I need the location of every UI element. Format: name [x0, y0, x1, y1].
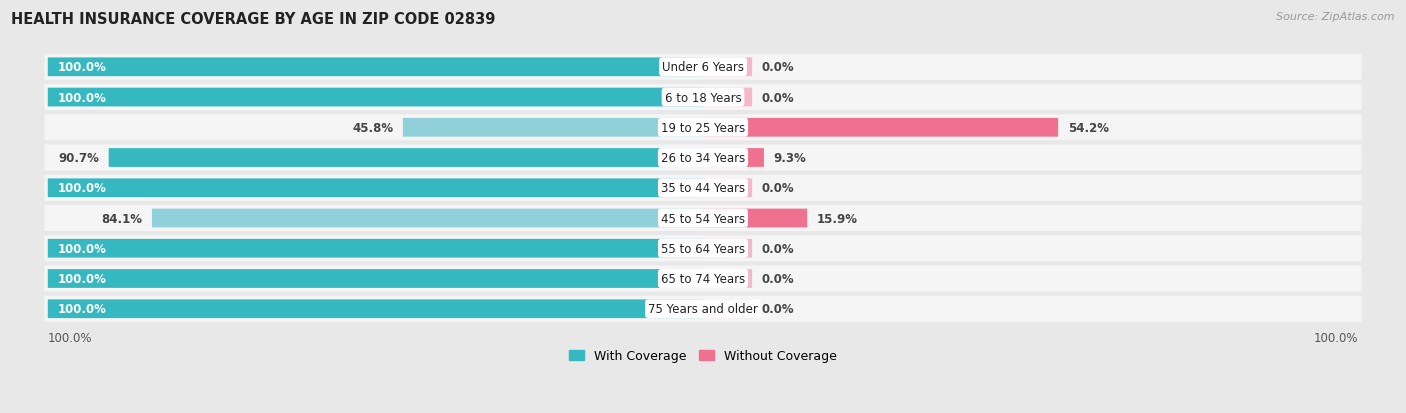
FancyBboxPatch shape: [48, 179, 703, 198]
FancyBboxPatch shape: [703, 209, 807, 228]
Text: 100.0%: 100.0%: [58, 302, 107, 316]
Text: 100.0%: 100.0%: [58, 242, 107, 255]
FancyBboxPatch shape: [45, 266, 1361, 292]
FancyBboxPatch shape: [703, 149, 763, 168]
Text: 55 to 64 Years: 55 to 64 Years: [661, 242, 745, 255]
Legend: With Coverage, Without Coverage: With Coverage, Without Coverage: [564, 344, 842, 367]
Text: 35 to 44 Years: 35 to 44 Years: [661, 182, 745, 195]
FancyBboxPatch shape: [48, 269, 703, 288]
FancyBboxPatch shape: [703, 239, 752, 258]
FancyBboxPatch shape: [45, 55, 1361, 81]
Text: 19 to 25 Years: 19 to 25 Years: [661, 121, 745, 135]
Text: 90.7%: 90.7%: [58, 152, 98, 165]
FancyBboxPatch shape: [703, 88, 752, 107]
FancyBboxPatch shape: [48, 88, 703, 107]
FancyBboxPatch shape: [48, 300, 703, 318]
FancyBboxPatch shape: [45, 236, 1361, 261]
Text: 100.0%: 100.0%: [48, 331, 93, 344]
Text: 100.0%: 100.0%: [58, 91, 107, 104]
Text: 84.1%: 84.1%: [101, 212, 142, 225]
FancyBboxPatch shape: [45, 206, 1361, 231]
Text: 26 to 34 Years: 26 to 34 Years: [661, 152, 745, 165]
Text: Under 6 Years: Under 6 Years: [662, 61, 744, 74]
Text: 100.0%: 100.0%: [58, 272, 107, 285]
Text: 100.0%: 100.0%: [58, 61, 107, 74]
FancyBboxPatch shape: [703, 58, 752, 77]
Text: 65 to 74 Years: 65 to 74 Years: [661, 272, 745, 285]
FancyBboxPatch shape: [703, 179, 752, 198]
FancyBboxPatch shape: [45, 115, 1361, 141]
Text: 45 to 54 Years: 45 to 54 Years: [661, 212, 745, 225]
FancyBboxPatch shape: [703, 300, 752, 318]
FancyBboxPatch shape: [152, 209, 703, 228]
FancyBboxPatch shape: [108, 149, 703, 168]
FancyBboxPatch shape: [48, 239, 703, 258]
Text: 0.0%: 0.0%: [762, 302, 794, 316]
Text: 100.0%: 100.0%: [58, 182, 107, 195]
Text: 0.0%: 0.0%: [762, 91, 794, 104]
Text: Source: ZipAtlas.com: Source: ZipAtlas.com: [1277, 12, 1395, 22]
Text: 75 Years and older: 75 Years and older: [648, 302, 758, 316]
FancyBboxPatch shape: [703, 119, 1059, 137]
Text: 15.9%: 15.9%: [817, 212, 858, 225]
Text: 9.3%: 9.3%: [773, 152, 807, 165]
FancyBboxPatch shape: [48, 58, 703, 77]
Text: 0.0%: 0.0%: [762, 272, 794, 285]
FancyBboxPatch shape: [45, 145, 1361, 171]
Text: 6 to 18 Years: 6 to 18 Years: [665, 91, 741, 104]
Text: 45.8%: 45.8%: [352, 121, 394, 135]
Text: 0.0%: 0.0%: [762, 242, 794, 255]
Text: 100.0%: 100.0%: [1313, 331, 1358, 344]
Text: 0.0%: 0.0%: [762, 182, 794, 195]
FancyBboxPatch shape: [404, 119, 703, 137]
Text: 0.0%: 0.0%: [762, 61, 794, 74]
FancyBboxPatch shape: [703, 269, 752, 288]
FancyBboxPatch shape: [45, 85, 1361, 111]
Text: HEALTH INSURANCE COVERAGE BY AGE IN ZIP CODE 02839: HEALTH INSURANCE COVERAGE BY AGE IN ZIP …: [11, 12, 496, 27]
FancyBboxPatch shape: [45, 296, 1361, 322]
Text: 54.2%: 54.2%: [1069, 121, 1109, 135]
FancyBboxPatch shape: [45, 176, 1361, 201]
